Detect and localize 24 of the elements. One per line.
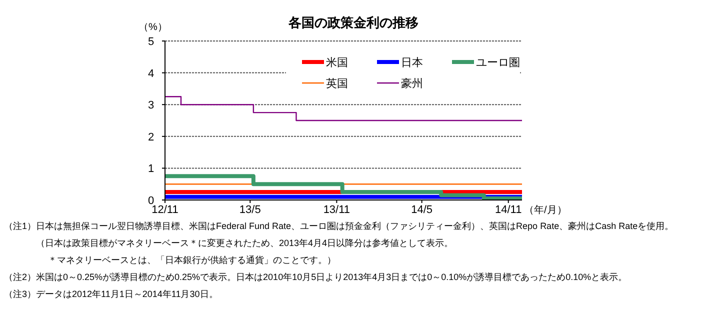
x-tick-label: 13/11 xyxy=(323,204,350,216)
y-tick-label: 3 xyxy=(148,100,154,112)
x-axis-title: （年/月） xyxy=(524,204,567,216)
legend-label: 米国 xyxy=(326,56,348,69)
y-tick-label: 2 xyxy=(148,131,154,144)
text: （注1）日本は無担保コール翌日物誘導目標、米国はFederal Fund Rate、ユーロ圏は預金金利（ファシリティー金利）、英国はRepo Rate、豪州はCash Rateを使用。 xyxy=(4,221,674,231)
chart-title: 各国の政策金利の推移 xyxy=(288,15,418,30)
text: （注3）データは2012年11月1日～2014年11月30日。 xyxy=(4,289,218,299)
legend-label: 豪州 xyxy=(401,77,423,90)
x-tick-label: 13/5 xyxy=(239,204,261,216)
y-axis-title: （%） xyxy=(138,22,168,33)
legend-label: ユーロ圏 xyxy=(476,57,520,69)
x-tick-label: 14/11 xyxy=(495,204,522,216)
legend-label: 日本 xyxy=(401,56,423,69)
text: ＊マネタリーベースとは、「日本銀行が供給する通貨」のことです。） xyxy=(48,255,336,265)
legend-label: 英国 xyxy=(326,77,348,90)
x-tick-label: 14/5 xyxy=(411,204,433,216)
y-tick-label: 1 xyxy=(148,163,154,176)
y-tick-label: 4 xyxy=(148,68,154,80)
y-tick-label: 5 xyxy=(148,36,154,48)
text: （日本は政策目標がマネタリーベース＊に変更されたため、2013年4月4日以降分は参考値として表示。 xyxy=(36,238,454,248)
x-tick-label: 12/11 xyxy=(152,204,178,216)
text: （注2）米国は0～0.25%が誘導目標のため0.25%で表示。日本は2010年10月5日より2013年4月3日までは0～0.10%が誘導目標であったため0.10%と表示。 xyxy=(4,272,628,282)
y-tick-label: 0 xyxy=(148,195,154,207)
